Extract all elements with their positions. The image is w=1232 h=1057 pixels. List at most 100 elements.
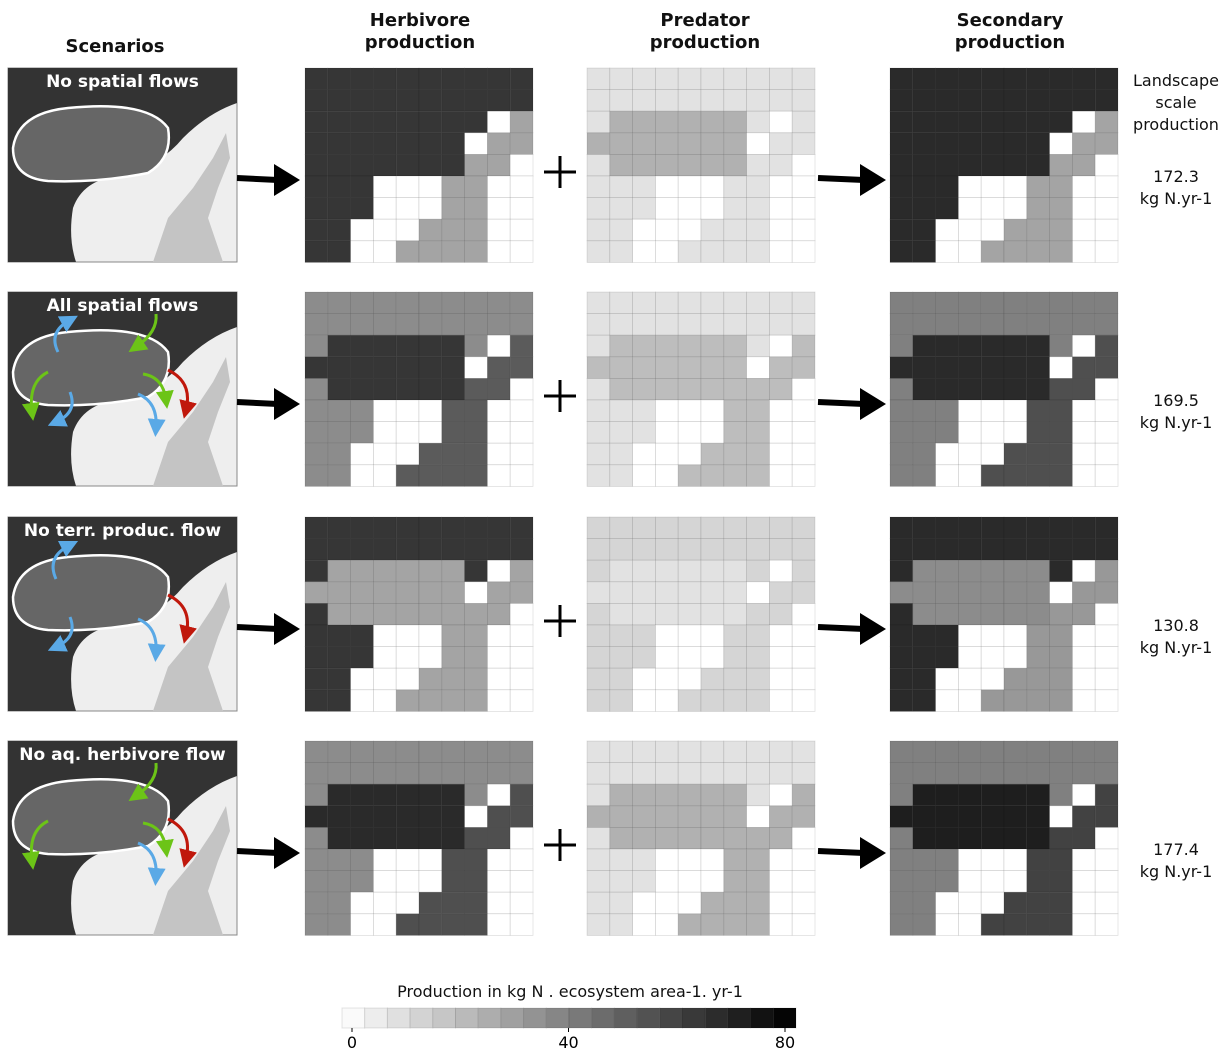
grid-cell — [586, 334, 611, 358]
grid-cell — [723, 291, 747, 315]
grid-cell — [1049, 377, 1073, 401]
empty-cell — [418, 624, 443, 648]
grid-cell — [609, 399, 633, 423]
grid-cell — [632, 603, 656, 626]
grid-cell — [791, 67, 816, 91]
empty-cell — [677, 624, 702, 648]
grid-cell — [980, 559, 1005, 583]
grid-cell — [304, 689, 329, 712]
empty-cell — [486, 218, 511, 242]
grid-cell — [418, 89, 443, 112]
grid-cell — [912, 240, 936, 263]
grid-cell — [677, 581, 702, 604]
grid-cell — [980, 132, 1005, 155]
colorbar-step — [477, 1007, 502, 1029]
grid-cell — [609, 624, 633, 648]
grid-cell — [912, 89, 936, 112]
grid-cell — [912, 603, 936, 626]
grid-cell — [609, 805, 633, 828]
grid-cell — [464, 464, 488, 487]
grid-cell — [304, 291, 329, 315]
map-stream — [153, 133, 230, 262]
map-stream — [153, 806, 230, 935]
grid-cell — [1003, 240, 1028, 263]
empty-cell — [935, 464, 959, 487]
empty-cell — [700, 848, 725, 872]
empty-cell — [791, 667, 816, 691]
grid-cell — [1049, 783, 1073, 807]
empty-cell — [1094, 240, 1119, 263]
grid-cell — [980, 67, 1005, 91]
grid-cell — [769, 313, 793, 336]
grid-cell — [746, 67, 770, 91]
landscape-production: 172.3 — [1153, 167, 1199, 186]
empty-cell — [677, 870, 702, 893]
grid-cell — [586, 175, 611, 199]
empty-cell — [486, 689, 511, 712]
grid-cell — [912, 538, 936, 561]
grid-cell — [1049, 689, 1073, 712]
grid-cell — [586, 291, 611, 315]
grid-cell — [509, 762, 534, 785]
grid-cell — [441, 464, 465, 487]
grid-cell — [889, 581, 914, 604]
grid-cell — [769, 603, 793, 626]
grid-cell — [327, 559, 351, 583]
empty-cell — [935, 240, 959, 263]
grid-cell — [327, 240, 351, 263]
grid-cell — [464, 197, 488, 220]
grid-cell — [935, 291, 959, 315]
grid-cell — [441, 132, 465, 155]
empty-cell — [395, 175, 420, 199]
grid-cell — [700, 762, 725, 785]
grid-cell — [372, 67, 397, 91]
empty-cell — [509, 464, 534, 487]
grid-cell — [350, 603, 374, 626]
grid-cell — [723, 559, 747, 583]
grid-cell — [1049, 175, 1073, 199]
grid-cell — [700, 132, 725, 155]
empty-cell — [509, 197, 534, 220]
grid-cell — [1026, 67, 1051, 91]
grid-cell — [372, 805, 397, 828]
empty-cell — [980, 442, 1005, 466]
grid-cell — [958, 313, 982, 336]
grid-cell — [304, 464, 329, 487]
grid-cell — [350, 67, 374, 91]
empty-cell — [1072, 870, 1096, 893]
grid-cell — [464, 399, 488, 423]
grid-cell — [769, 827, 793, 850]
empty-cell — [1094, 442, 1119, 466]
colorbar-step — [364, 1007, 388, 1029]
colorbar-step — [455, 1007, 479, 1029]
grid-cell — [509, 783, 534, 807]
grid-cell — [723, 442, 747, 466]
empty-cell — [677, 421, 702, 444]
grid-cell — [327, 516, 351, 540]
grid-cell — [655, 559, 679, 583]
grid-cell — [1094, 538, 1119, 561]
grid-cell — [586, 516, 611, 540]
grid-cell — [723, 89, 747, 112]
grid-cell — [1049, 89, 1073, 112]
empty-cell — [655, 689, 679, 712]
grid-cell — [769, 67, 793, 91]
grid-cell — [372, 356, 397, 379]
grid-cell — [700, 110, 725, 134]
grid-cell — [609, 464, 633, 487]
empty-cell — [769, 421, 793, 444]
grid-cell — [509, 559, 534, 583]
grid-cell — [441, 377, 465, 401]
grid-cell — [1094, 110, 1119, 134]
grid-cell — [418, 581, 443, 604]
grid-cell — [791, 291, 816, 315]
grid-cell — [1026, 421, 1051, 444]
empty-cell — [935, 442, 959, 466]
grid-cell — [395, 132, 420, 155]
grid-cell — [935, 805, 959, 828]
grid-cell — [632, 67, 656, 91]
grid-cell — [1072, 67, 1096, 91]
empty-cell — [958, 646, 982, 669]
grid-cell — [395, 805, 420, 828]
